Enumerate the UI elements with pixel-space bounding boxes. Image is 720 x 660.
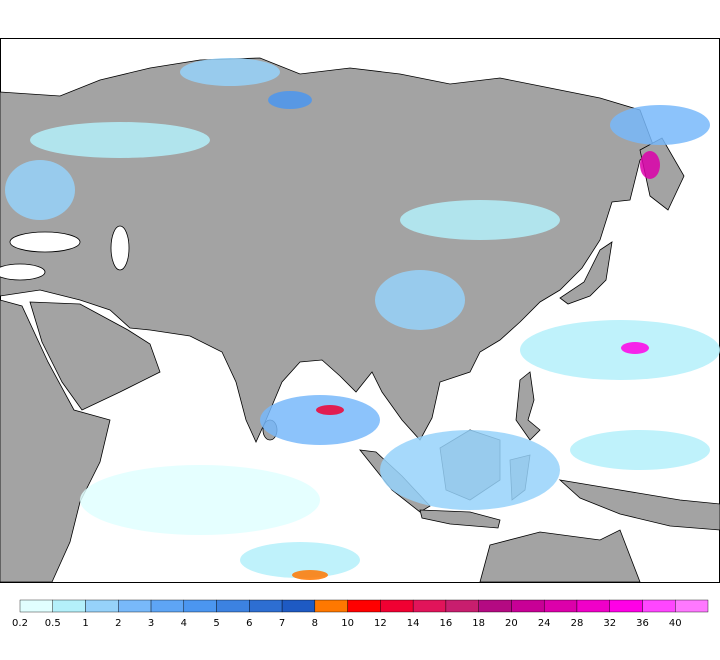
colorbar-box xyxy=(445,599,479,613)
rain-area xyxy=(292,570,328,580)
precipitation xyxy=(5,58,720,580)
map-area xyxy=(0,38,720,583)
colorbar-label: 14 xyxy=(407,618,420,629)
colorbar-label: 3 xyxy=(148,618,154,629)
colorbar-label: 4 xyxy=(181,618,187,629)
colorbar-box xyxy=(52,599,86,613)
colorbar-label: 16 xyxy=(440,618,453,629)
land xyxy=(559,241,613,305)
rain-area xyxy=(5,160,75,220)
colorbar-label: 18 xyxy=(472,618,485,629)
colorbar-label: 0.2 xyxy=(12,618,28,629)
caspian-sea xyxy=(110,225,130,271)
colorbar-label: 7 xyxy=(279,618,285,629)
rain-area xyxy=(640,151,660,179)
rain-area xyxy=(30,122,210,158)
black-sea xyxy=(9,231,81,253)
colorbar-box xyxy=(249,599,283,613)
land xyxy=(515,371,541,441)
rain-area xyxy=(260,395,380,445)
colorbar-box xyxy=(380,599,414,613)
colorbar-label: 40 xyxy=(669,618,682,629)
land xyxy=(558,479,720,531)
colorbar-label: 10 xyxy=(341,618,354,629)
colorbar-box xyxy=(150,599,185,613)
colorbar-label: 28 xyxy=(571,618,584,629)
land xyxy=(0,299,111,583)
colorbar-box xyxy=(281,599,316,613)
colorbar-label: 24 xyxy=(538,618,551,629)
land xyxy=(29,301,161,411)
colorbar-label: 0.5 xyxy=(45,618,61,629)
colorbar-label: 8 xyxy=(312,618,318,629)
rain-area xyxy=(375,270,465,330)
rain-area xyxy=(610,105,710,145)
mediterranean xyxy=(0,263,46,281)
rain-area xyxy=(180,58,280,86)
rain-area xyxy=(80,465,320,535)
colorbar-box xyxy=(478,599,512,613)
rain-area xyxy=(621,342,649,354)
colorbar-label: 2 xyxy=(115,618,121,629)
rain-area xyxy=(520,320,720,380)
colorbar-box xyxy=(642,599,676,613)
colorbar-box xyxy=(412,599,447,613)
rain-area xyxy=(268,91,312,109)
colorbar-label: 5 xyxy=(213,618,219,629)
rain-area xyxy=(570,430,710,470)
colorbar-box xyxy=(511,599,545,613)
colorbar-label: 12 xyxy=(374,618,387,629)
land xyxy=(479,529,641,583)
rain-area xyxy=(380,430,560,510)
land xyxy=(419,509,501,529)
rain-area xyxy=(240,542,360,578)
colorbar-box xyxy=(183,599,217,613)
colorbar-box xyxy=(675,599,709,613)
colorbar-label: 36 xyxy=(636,618,649,629)
colorbar-box xyxy=(576,599,610,613)
colorbar-box xyxy=(19,599,53,613)
colorbar-box xyxy=(543,599,578,613)
colorbar-box xyxy=(216,599,250,613)
rain-area xyxy=(400,200,560,240)
colorbar-label: 6 xyxy=(246,618,252,629)
colorbar-label: 32 xyxy=(603,618,616,629)
colorbar-box xyxy=(609,599,643,613)
colorbar-label: 1 xyxy=(82,618,88,629)
colorbar-box xyxy=(347,599,381,613)
colorbar-box xyxy=(85,599,119,613)
colorbar: 0.2 0.5 1 2 3 4 5 6 7 8 10 12 14 16 18 20 24 28 32 36 40 xyxy=(12,599,709,629)
colorbar-box xyxy=(314,599,348,613)
rain-area xyxy=(316,405,344,415)
colorbar-box xyxy=(118,599,152,613)
colorbar-label: 20 xyxy=(505,618,518,629)
